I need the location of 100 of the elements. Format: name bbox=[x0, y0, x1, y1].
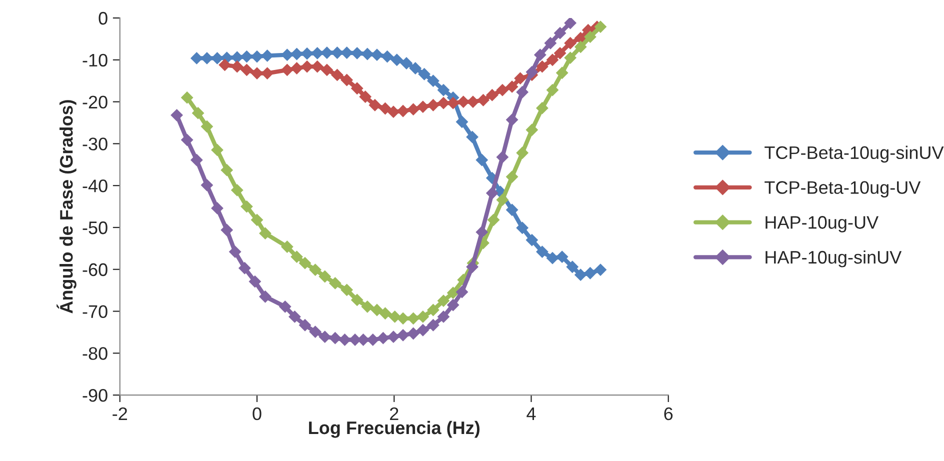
point bbox=[516, 86, 529, 98]
point bbox=[288, 310, 301, 323]
point bbox=[290, 62, 303, 74]
x-tick-label: 0 bbox=[252, 407, 262, 420]
point bbox=[290, 48, 303, 60]
point bbox=[514, 72, 526, 85]
y-tick-label: -30 bbox=[82, 138, 108, 150]
point bbox=[416, 324, 430, 336]
point bbox=[238, 262, 251, 274]
point bbox=[446, 298, 460, 312]
y-tick-label: -50 bbox=[82, 221, 108, 234]
point bbox=[594, 264, 607, 276]
x-tick-label: -2 bbox=[112, 407, 128, 420]
point bbox=[486, 88, 498, 102]
point bbox=[476, 154, 488, 166]
point bbox=[496, 150, 509, 164]
point bbox=[526, 124, 538, 136]
point bbox=[536, 246, 548, 258]
point bbox=[211, 144, 224, 156]
point bbox=[230, 60, 244, 73]
point bbox=[192, 106, 204, 120]
point bbox=[309, 264, 322, 276]
point bbox=[280, 64, 294, 76]
point bbox=[534, 48, 546, 62]
point bbox=[368, 98, 382, 112]
point bbox=[261, 49, 274, 62]
point bbox=[506, 170, 518, 183]
point bbox=[526, 66, 538, 78]
point bbox=[574, 268, 587, 282]
point bbox=[396, 104, 410, 118]
point bbox=[418, 68, 430, 80]
point bbox=[546, 54, 559, 66]
point bbox=[544, 36, 557, 50]
point bbox=[477, 94, 490, 106]
y-tick-label: -20 bbox=[82, 96, 108, 108]
point bbox=[211, 52, 224, 64]
point bbox=[437, 310, 450, 323]
point bbox=[564, 52, 577, 64]
point bbox=[407, 327, 420, 340]
point bbox=[437, 294, 450, 308]
point bbox=[240, 64, 253, 76]
point bbox=[556, 66, 568, 80]
point bbox=[220, 164, 234, 176]
point bbox=[466, 130, 478, 144]
point bbox=[594, 20, 607, 33]
point bbox=[331, 68, 344, 82]
point bbox=[496, 84, 509, 96]
point bbox=[318, 270, 332, 283]
point bbox=[340, 74, 354, 86]
point bbox=[359, 90, 372, 103]
point bbox=[340, 284, 354, 296]
x-tick-label: 4 bbox=[526, 408, 536, 420]
point bbox=[476, 226, 488, 238]
point bbox=[516, 146, 529, 160]
y-tick-label: -40 bbox=[82, 180, 108, 192]
y-tick-label: -80 bbox=[82, 347, 108, 360]
point bbox=[546, 84, 559, 96]
point bbox=[506, 80, 518, 93]
point bbox=[486, 186, 498, 200]
point bbox=[556, 250, 568, 264]
point bbox=[350, 294, 364, 306]
point bbox=[446, 286, 460, 300]
point bbox=[170, 108, 184, 122]
point bbox=[378, 307, 392, 320]
legend-label: TCP-Beta-10ug-UV bbox=[764, 181, 921, 198]
point bbox=[190, 154, 203, 166]
point bbox=[250, 214, 264, 226]
legend-label: HAP-10ug-sinUV bbox=[766, 250, 902, 268]
point bbox=[426, 74, 440, 88]
point bbox=[318, 330, 332, 344]
point bbox=[278, 300, 292, 313]
point bbox=[259, 290, 272, 303]
point bbox=[437, 84, 450, 96]
point bbox=[506, 114, 518, 126]
point bbox=[526, 234, 538, 246]
point bbox=[376, 332, 390, 344]
legend-label: HAP-10ug-UV bbox=[766, 216, 879, 232]
x-axis-title: Log Frecuencia (Hz) bbox=[309, 420, 480, 438]
point bbox=[248, 275, 262, 288]
point bbox=[218, 58, 231, 72]
point bbox=[426, 318, 440, 332]
point bbox=[426, 304, 440, 316]
point bbox=[388, 310, 402, 323]
point bbox=[180, 134, 194, 146]
legend-label: TCP-Beta-10ug-sinUV bbox=[764, 146, 944, 163]
point bbox=[180, 91, 194, 104]
point bbox=[200, 178, 214, 192]
point bbox=[280, 240, 294, 253]
point bbox=[456, 116, 468, 128]
point bbox=[211, 202, 224, 214]
point bbox=[456, 286, 468, 298]
point bbox=[378, 102, 392, 115]
point bbox=[564, 18, 577, 30]
point bbox=[328, 276, 342, 290]
point bbox=[228, 246, 242, 258]
point bbox=[407, 103, 420, 116]
point bbox=[320, 64, 334, 76]
x-tick-label: 2 bbox=[390, 407, 398, 420]
y-tick-label: -70 bbox=[82, 305, 108, 318]
point bbox=[328, 332, 342, 344]
